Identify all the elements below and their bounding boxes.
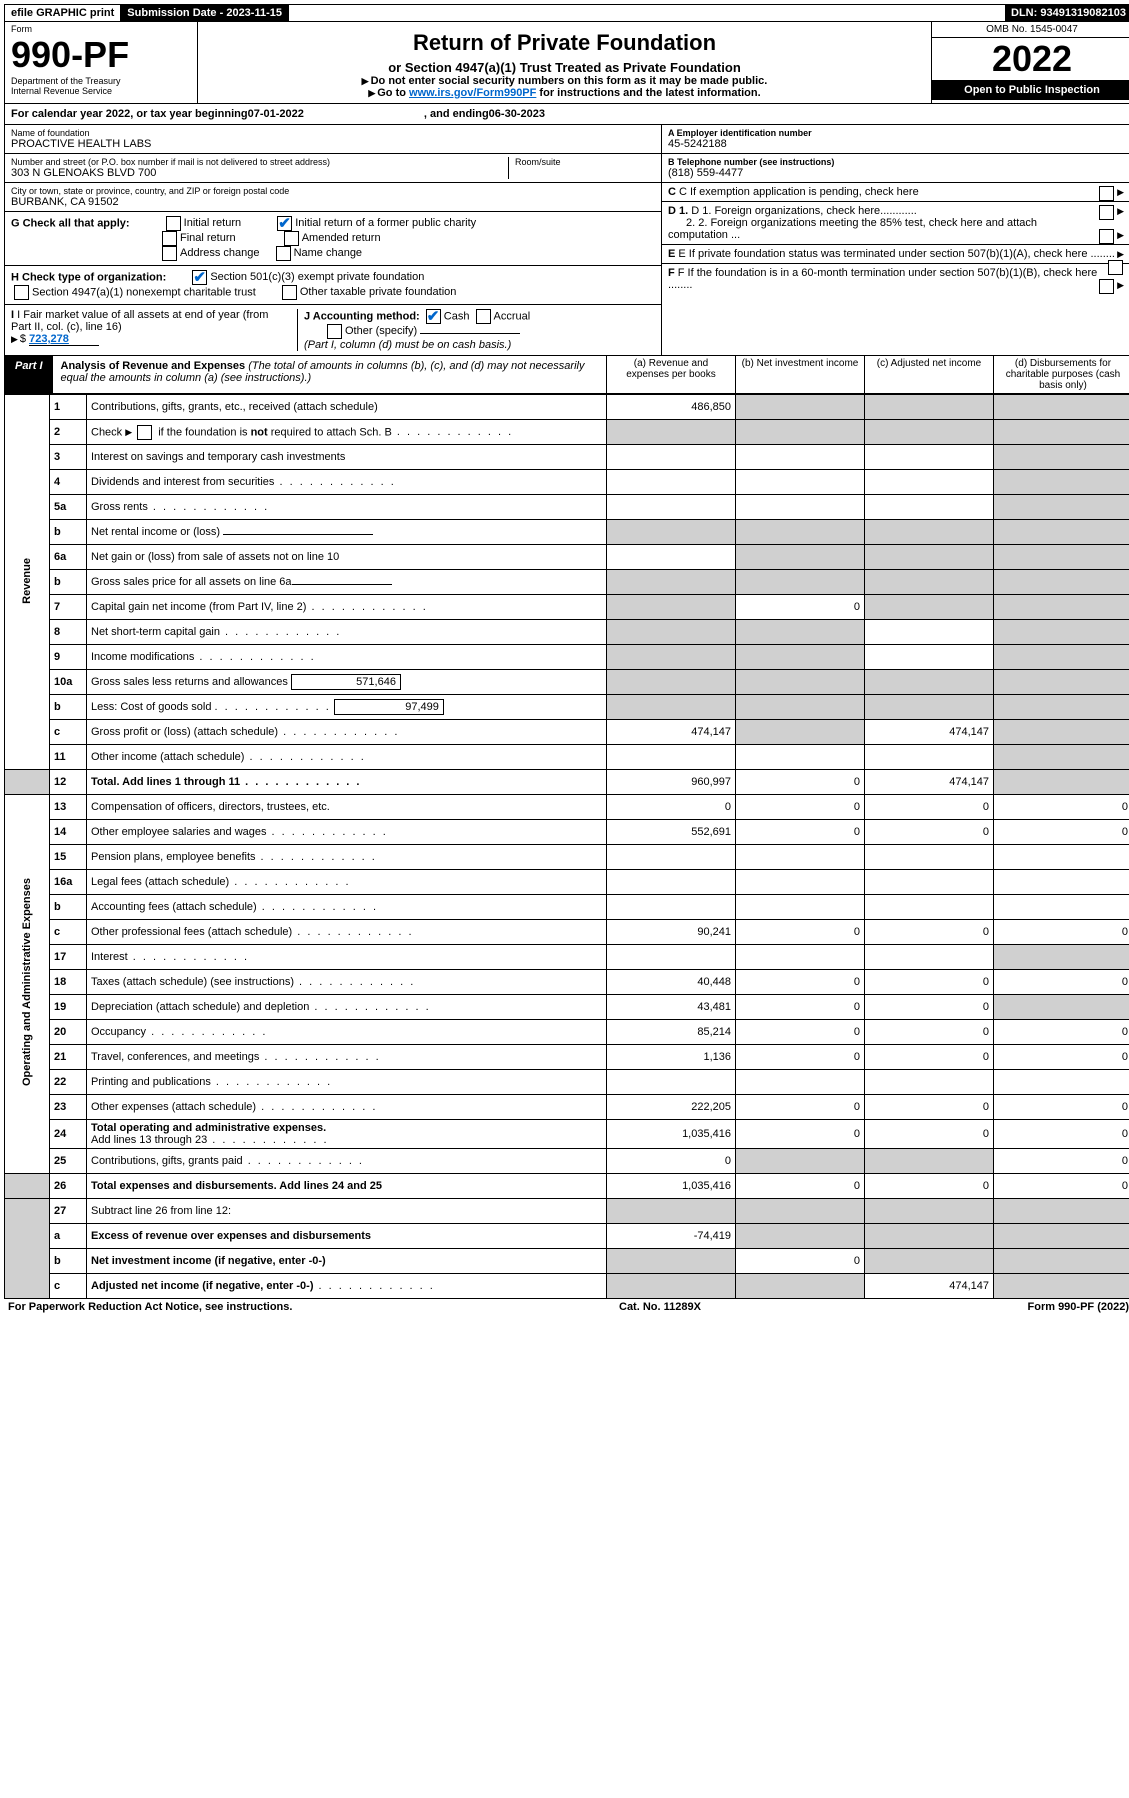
- cash-checkbox[interactable]: [426, 309, 441, 324]
- foundation-name: PROACTIVE HEALTH LABS: [11, 138, 655, 150]
- section-ij: I I Fair market value of all assets at e…: [5, 305, 661, 355]
- dept: Department of the Treasury: [11, 76, 191, 86]
- d1-checkbox[interactable]: [1099, 205, 1114, 220]
- room-label: Room/suite: [515, 157, 655, 167]
- sec-d2: 2. Foreign organizations meeting the 85%…: [668, 217, 1037, 241]
- tax-year: 2022: [932, 38, 1129, 80]
- form-number: 990-PF: [11, 34, 191, 76]
- footer-left: For Paperwork Reduction Act Notice, see …: [8, 1301, 292, 1313]
- tel-label: B Telephone number (see instructions): [668, 157, 1126, 167]
- sec-c: C If exemption application is pending, c…: [679, 186, 919, 198]
- info-grid: Name of foundation PROACTIVE HEALTH LABS…: [4, 125, 1129, 356]
- ein-label: A Employer identification number: [668, 128, 1126, 138]
- other-taxable-checkbox[interactable]: [282, 285, 297, 300]
- calendar-year: For calendar year 2022, or tax year begi…: [4, 104, 1129, 125]
- fmv-value[interactable]: 723,278: [29, 333, 99, 346]
- ein-value: 45-5242188: [668, 138, 1126, 150]
- sec-e: E If private foundation status was termi…: [678, 248, 1115, 260]
- f-checkbox[interactable]: [1099, 279, 1114, 294]
- form-link[interactable]: www.irs.gov/Form990PF: [409, 87, 536, 99]
- 501c3-checkbox[interactable]: [192, 270, 207, 285]
- form-subtitle: or Section 4947(a)(1) Trust Treated as P…: [202, 60, 927, 75]
- section-g: G Check all that apply: Initial return I…: [5, 212, 661, 266]
- instr2a: Go to: [377, 87, 409, 99]
- r1-a: 486,850: [607, 395, 736, 420]
- section-h: H Check type of organization: Section 50…: [5, 266, 661, 305]
- arrow-icon: [368, 87, 377, 99]
- col-c-hdr: (c) Adjusted net income: [865, 356, 994, 393]
- revenue-label: Revenue: [21, 558, 33, 604]
- submission-date: Submission Date - 2023-11-15: [121, 5, 289, 21]
- other-method-checkbox[interactable]: [327, 324, 342, 339]
- accrual-checkbox[interactable]: [476, 309, 491, 324]
- form-title: Return of Private Foundation: [202, 30, 927, 56]
- footer-mid: Cat. No. 11289X: [619, 1301, 701, 1313]
- expenses-label: Operating and Administrative Expenses: [21, 878, 33, 1086]
- arrow-icon: [362, 75, 371, 87]
- e-checkbox[interactable]: [1108, 260, 1123, 275]
- city-state-zip: BURBANK, CA 91502: [11, 196, 655, 208]
- d2-checkbox[interactable]: [1099, 229, 1114, 244]
- col-a-hdr: (a) Revenue and expenses per books: [607, 356, 736, 393]
- final-return-checkbox[interactable]: [162, 231, 177, 246]
- part-tag: Part I: [5, 356, 53, 393]
- name-label: Name of foundation: [11, 128, 655, 138]
- part1-header: Part I Analysis of Revenue and Expenses …: [4, 356, 1129, 394]
- form-label: Form: [11, 24, 191, 34]
- instr2b: for instructions and the latest informat…: [536, 87, 760, 99]
- form-header: Form 990-PF Department of the Treasury I…: [4, 22, 1129, 104]
- dln: DLN: 93491319082103: [1005, 5, 1129, 21]
- initial-former-checkbox[interactable]: [277, 216, 292, 231]
- addr-label: Number and street (or P.O. box number if…: [11, 157, 508, 167]
- tel-value: (818) 559-4477: [668, 167, 1126, 179]
- footer-right: Form 990-PF (2022): [1028, 1301, 1129, 1313]
- street-address: 303 N GLENOAKS BLVD 700: [11, 167, 508, 179]
- open-public: Open to Public Inspection: [932, 80, 1129, 100]
- part1-table: Revenue 1Contributions, gifts, grants, e…: [4, 394, 1129, 1299]
- 4947-checkbox[interactable]: [14, 285, 29, 300]
- top-bar: efile GRAPHIC print Submission Date - 20…: [4, 4, 1129, 22]
- sec-d1: D 1. Foreign organizations, check here..…: [691, 205, 917, 217]
- col-d-hdr: (d) Disbursements for charitable purpose…: [994, 356, 1129, 393]
- c-checkbox[interactable]: [1099, 186, 1114, 201]
- initial-return-checkbox[interactable]: [166, 216, 181, 231]
- sec-f: F If the foundation is in a 60-month ter…: [668, 267, 1097, 291]
- amended-checkbox[interactable]: [284, 231, 299, 246]
- col-b-hdr: (b) Net investment income: [736, 356, 865, 393]
- footer: For Paperwork Reduction Act Notice, see …: [4, 1299, 1129, 1315]
- instr1: Do not enter social security numbers on …: [371, 75, 768, 87]
- omb: OMB No. 1545-0047: [932, 22, 1129, 38]
- address-change-checkbox[interactable]: [162, 246, 177, 261]
- schb-checkbox[interactable]: [137, 425, 152, 440]
- name-change-checkbox[interactable]: [276, 246, 291, 261]
- efile-btn[interactable]: efile GRAPHIC print: [5, 5, 121, 21]
- irs: Internal Revenue Service: [11, 86, 191, 96]
- city-label: City or town, state or province, country…: [11, 186, 655, 196]
